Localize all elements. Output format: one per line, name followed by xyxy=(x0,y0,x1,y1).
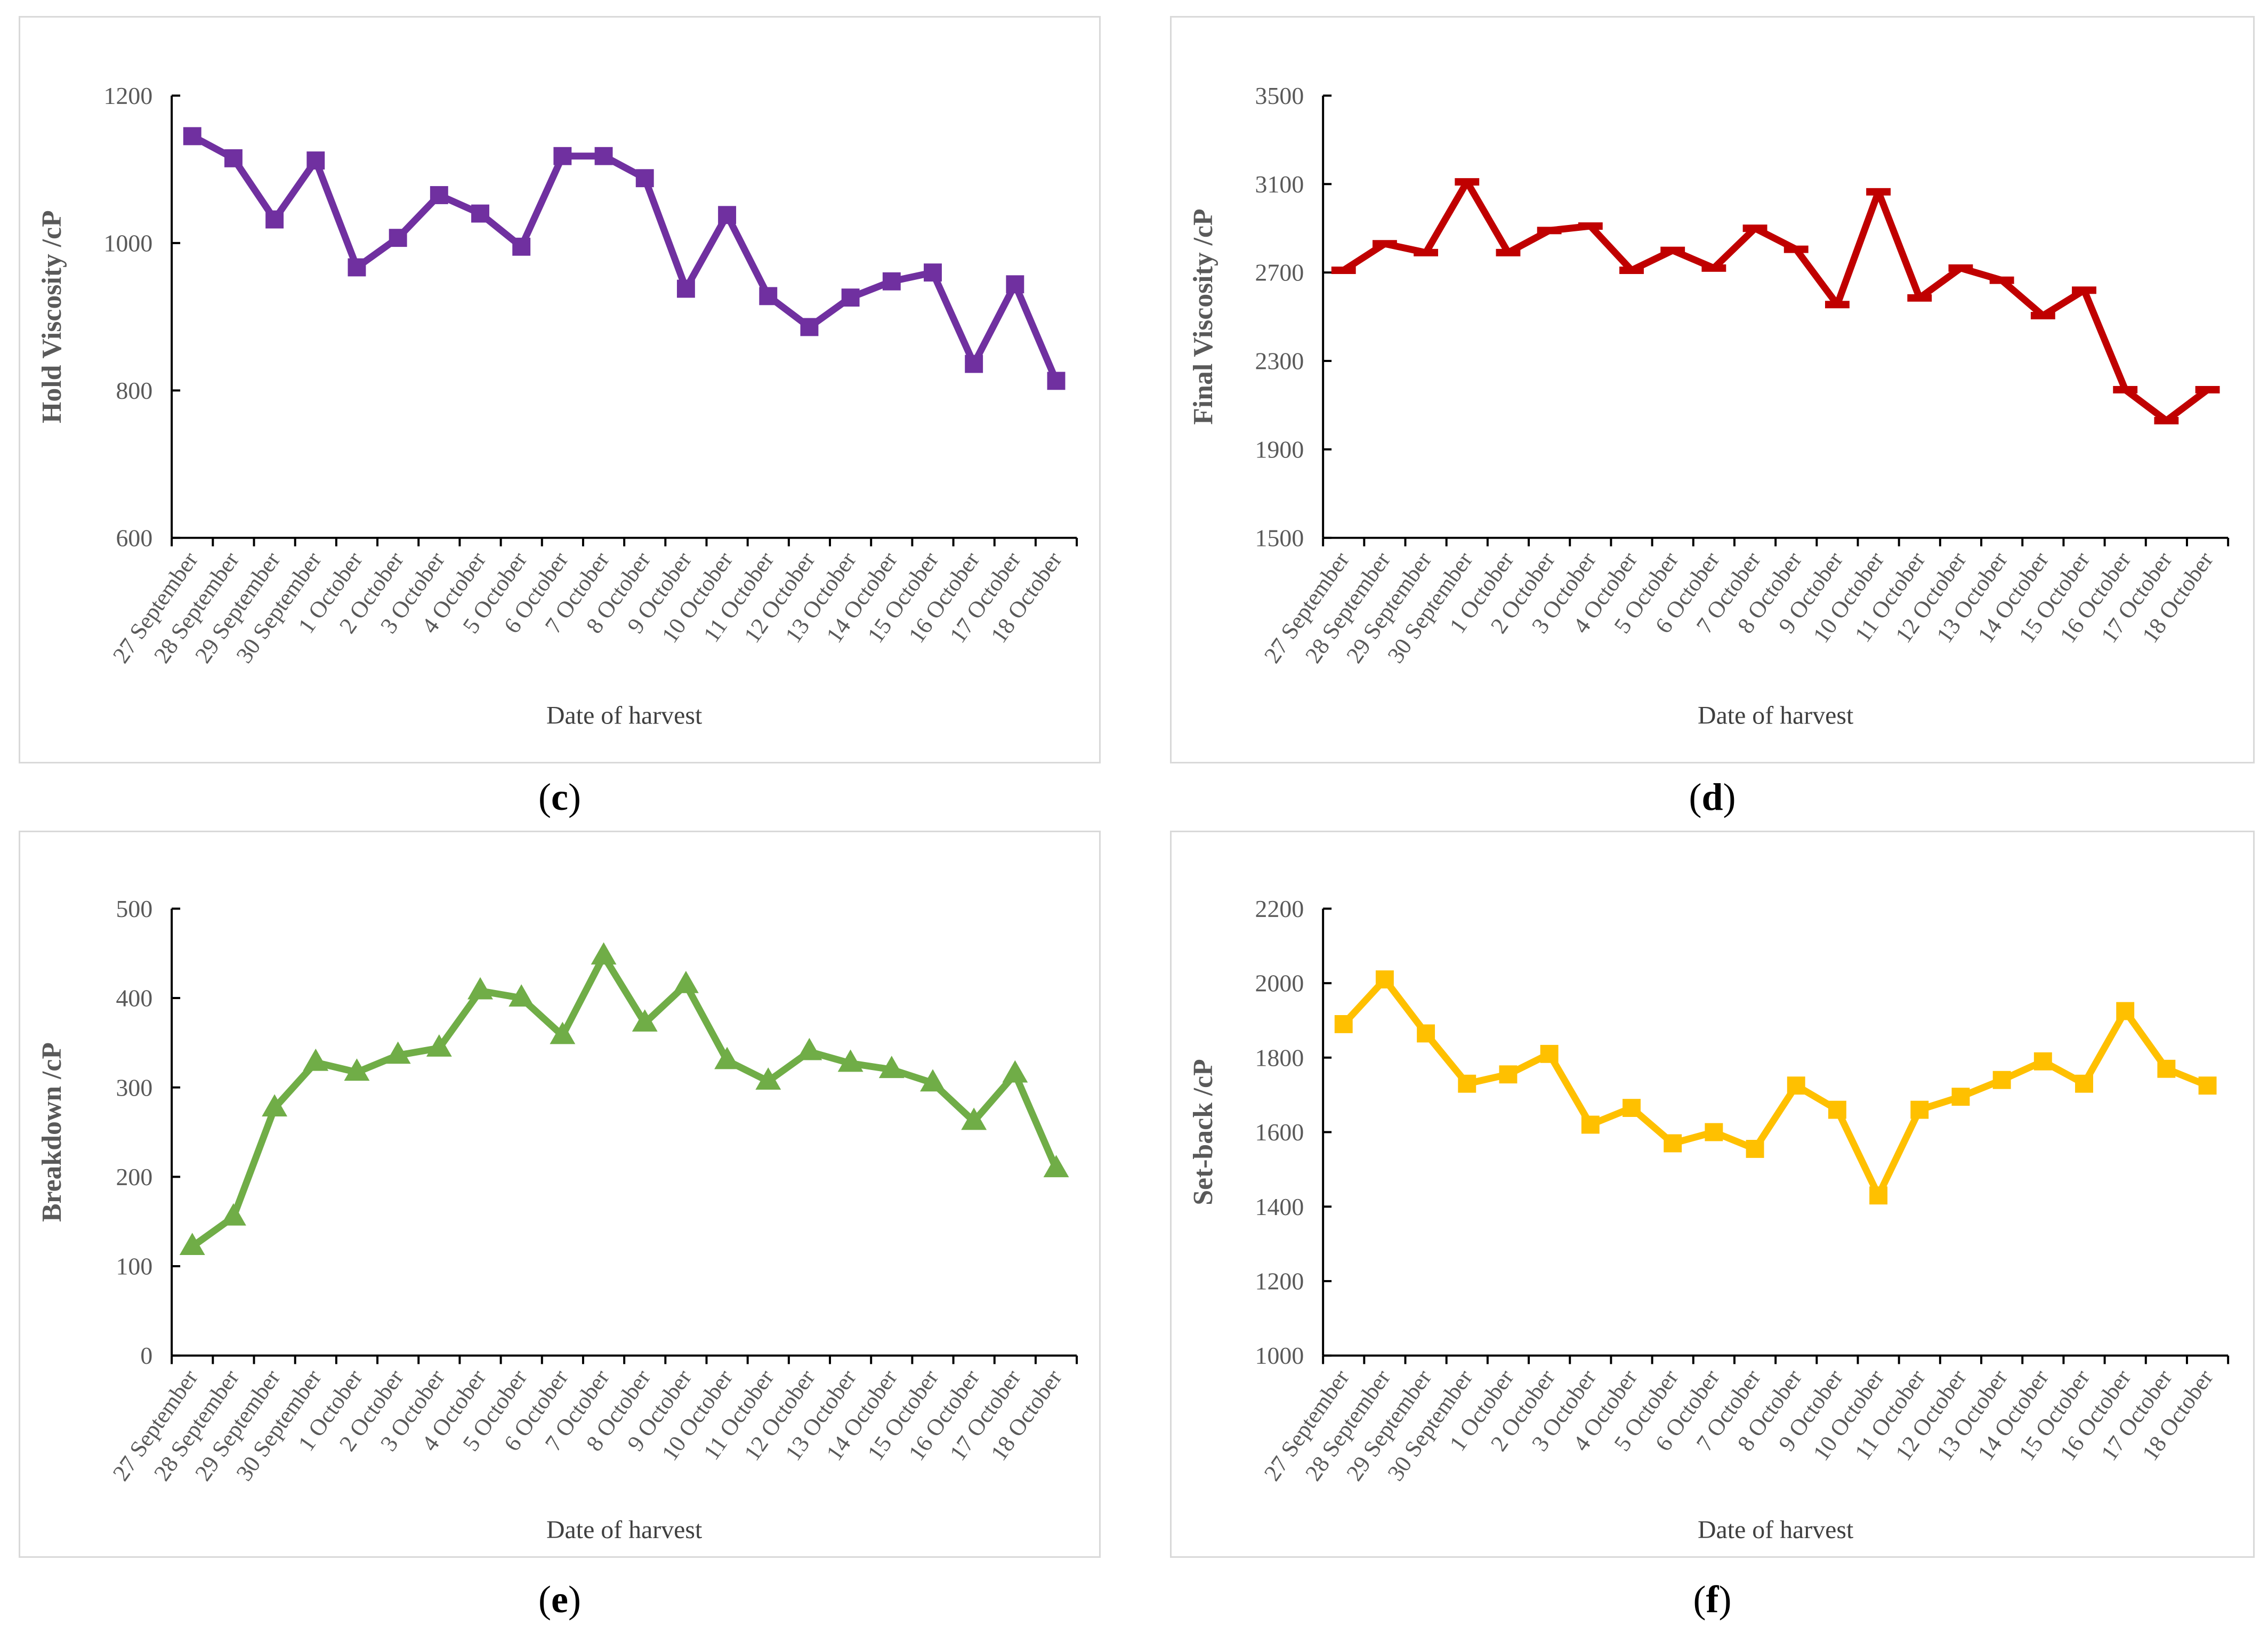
y-axis-title: Set-back /cP xyxy=(1188,1059,1218,1205)
svg-text:600: 600 xyxy=(116,524,152,551)
svg-text:2300: 2300 xyxy=(1255,348,1304,375)
svg-text:3100: 3100 xyxy=(1255,171,1304,198)
x-axis-title: Date of harvest xyxy=(546,1516,702,1544)
svg-text:500: 500 xyxy=(116,895,152,922)
x-axis-title: Date of harvest xyxy=(546,701,702,729)
svg-text:1900: 1900 xyxy=(1255,436,1304,463)
series-markers xyxy=(1331,178,2220,424)
panel-letter: f xyxy=(1706,1578,1719,1621)
panel-letter: c xyxy=(551,775,568,818)
series-markers xyxy=(183,127,1066,390)
svg-text:0: 0 xyxy=(140,1342,152,1369)
svg-text:1500: 1500 xyxy=(1255,524,1304,551)
svg-text:2200: 2200 xyxy=(1255,895,1304,922)
series-line xyxy=(190,133,1060,382)
x-axis-title: Date of harvest xyxy=(1698,1516,1853,1544)
svg-text:800: 800 xyxy=(116,377,152,404)
y-axis-title: Breakdown /cP xyxy=(37,1042,67,1222)
paren-open: ( xyxy=(1693,1578,1706,1621)
svg-text:1400: 1400 xyxy=(1255,1193,1304,1220)
series-markers xyxy=(179,942,1069,1256)
y-axis-title: Final Viscosity /cP xyxy=(1188,208,1218,424)
panel-letter: e xyxy=(551,1578,568,1621)
svg-text:1000: 1000 xyxy=(104,229,153,256)
panel-label-f: (f) xyxy=(1170,1558,2255,1641)
panel-label-d: (d) xyxy=(1170,763,2255,831)
y-tick-labels: 1000 1200 1400 1600 1800 2000 2200 xyxy=(1255,895,1304,1369)
panel-d-final-viscosity: 1500 1900 2300 2700 3100 3500 27 September 28 S… xyxy=(1170,16,2255,763)
svg-text:400: 400 xyxy=(116,985,152,1012)
svg-text:1000: 1000 xyxy=(1255,1342,1304,1369)
y-tick-labels: 600 800 1000 1200 xyxy=(104,82,153,551)
svg-text:300: 300 xyxy=(116,1074,152,1101)
series-line xyxy=(1342,178,2210,424)
paren-close: ) xyxy=(1718,1578,1732,1621)
y-axis-title: Hold Viscosity /cP xyxy=(37,210,67,423)
svg-text:2700: 2700 xyxy=(1255,259,1304,286)
panel-label-c: (c) xyxy=(19,763,1101,831)
panel-f-setback: 1000 1200 1400 1600 1800 2000 2200 27 September… xyxy=(1170,831,2255,1558)
panel-letter: d xyxy=(1701,775,1723,818)
series-line xyxy=(1341,976,2209,1199)
paren-close: ) xyxy=(568,1578,581,1621)
axes xyxy=(1322,907,2230,1364)
y-tick-labels: 0 100 200 300 400 500 xyxy=(116,895,152,1369)
series-markers xyxy=(1334,970,2217,1205)
x-axis-title: Date of harvest xyxy=(1698,701,1853,729)
panel-label-e: (e) xyxy=(19,1558,1101,1641)
axes xyxy=(171,94,1078,546)
axes xyxy=(1322,94,2230,546)
setback-chart: 1000 1200 1400 1600 1800 2000 2200 27 September… xyxy=(1188,895,2230,1544)
axes xyxy=(171,907,1078,1364)
svg-text:1600: 1600 xyxy=(1255,1119,1304,1146)
svg-text:100: 100 xyxy=(116,1253,152,1280)
paren-open: ( xyxy=(538,775,552,818)
svg-text:3500: 3500 xyxy=(1255,82,1304,109)
panel-c-hold-viscosity: 600 800 1000 1200 27 September 28 September 29… xyxy=(19,16,1101,763)
svg-text:200: 200 xyxy=(116,1163,152,1190)
y-tick-labels: 1500 1900 2300 2700 3100 3500 xyxy=(1255,82,1304,551)
svg-text:1200: 1200 xyxy=(1255,1268,1304,1295)
svg-text:2000: 2000 xyxy=(1255,970,1304,997)
svg-text:1800: 1800 xyxy=(1255,1044,1304,1071)
svg-text:1200: 1200 xyxy=(104,82,153,109)
paren-open: ( xyxy=(1689,775,1702,818)
panel-e-breakdown: 0 100 200 300 400 500 27 September 28 September… xyxy=(19,831,1101,1558)
paren-close: ) xyxy=(1723,775,1736,818)
series-line xyxy=(190,952,1060,1250)
paren-open: ( xyxy=(538,1578,552,1621)
paren-close: ) xyxy=(568,775,581,818)
